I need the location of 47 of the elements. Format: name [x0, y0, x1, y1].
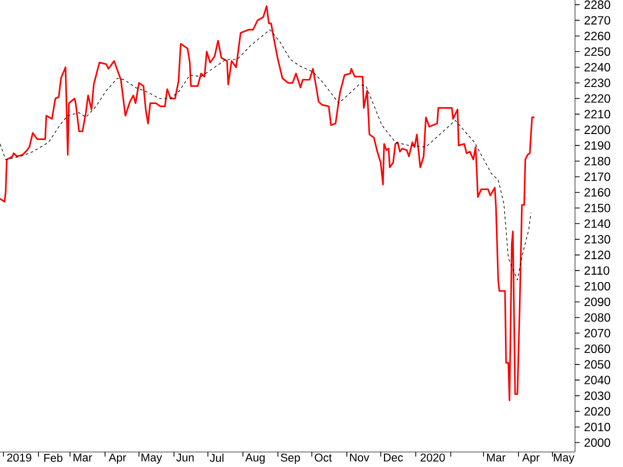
y-tick-label: 2280: [584, 0, 610, 9]
x-tick-label: Mar: [487, 454, 506, 462]
y-tick-label: 2230: [584, 78, 610, 88]
y-tick-label: 2090: [584, 298, 610, 306]
y-tick-label: 2100: [584, 282, 610, 290]
x-tick-label: May: [142, 454, 162, 464]
y-tick-label: 2180: [584, 156, 610, 166]
x-tick-label: Jun: [176, 454, 194, 462]
x-tick-label: 2019: [7, 454, 32, 462]
y-tick-label: 2190: [584, 141, 610, 150]
y-tick-label: 2270: [584, 16, 610, 25]
y-tick-label: 2240: [584, 62, 610, 72]
y-tick-label: 2130: [584, 235, 610, 244]
x-tick-label: Jul: [210, 454, 224, 462]
x-tick-label: Dec: [384, 454, 403, 462]
y-tick-label: 2070: [584, 328, 610, 338]
y-tick-label: 2150: [584, 204, 610, 212]
y-tick-label: 2210: [584, 110, 610, 118]
y-tick-label: 2030: [584, 391, 610, 400]
x-tick-label: Sep: [280, 454, 300, 464]
y-tick-label: 2080: [584, 313, 610, 322]
y-tick-label: 2170: [584, 172, 610, 181]
x-tick-label: Nov: [350, 454, 370, 462]
y-tick-label: 2250: [584, 47, 610, 56]
x-tick-label: Aug: [245, 454, 265, 464]
y-tick-label: 2140: [584, 219, 610, 228]
y-tick-label: 2040: [584, 376, 610, 384]
x-tick-label: Mar: [74, 454, 92, 462]
x-tick-label: Feb: [44, 454, 62, 462]
y-tick-label: 2060: [584, 344, 610, 354]
y-tick-label: 2000: [584, 438, 610, 447]
y-tick-label: 2220: [584, 94, 610, 103]
y-tick-label: 2010: [584, 422, 610, 432]
y-tick-label: 2050: [584, 360, 610, 369]
y-tick-label: 2110: [584, 266, 610, 275]
y-tick-label: 2120: [584, 250, 610, 260]
x-tick-label: Apr: [522, 454, 540, 464]
line-series: [0, 5, 536, 402]
y-tick-label: 2260: [584, 32, 610, 40]
x-tick-label: 2020: [420, 454, 445, 462]
x-tick-label: Oct: [314, 454, 332, 462]
x-tick-label: May: [554, 454, 574, 464]
y-tick-label: 2020: [584, 407, 610, 416]
line-series: [0, 29, 532, 280]
y-tick-label: 2160: [584, 188, 610, 197]
y-tick-label: 2200: [584, 126, 610, 134]
x-tick-label: Apr: [108, 454, 126, 464]
